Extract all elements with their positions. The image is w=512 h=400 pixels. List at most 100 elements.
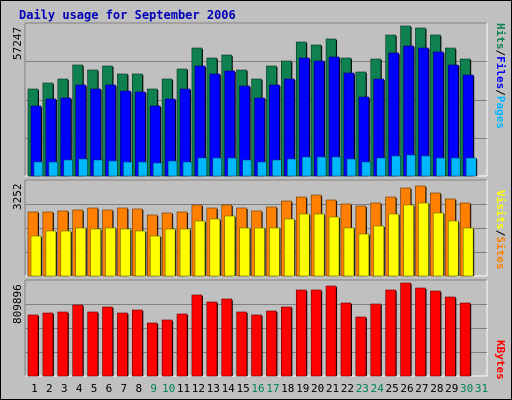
- bar-sites-13: [209, 218, 221, 277]
- bar-sites-8: [135, 230, 146, 277]
- chart-title: Daily usage for September 2006: [19, 8, 236, 22]
- bar-kbytes-27: [415, 287, 426, 377]
- day-label-9: 9: [150, 382, 157, 395]
- bar-sites-25: [388, 213, 399, 277]
- day-label-25: 25: [385, 382, 399, 395]
- legend-entry-hits: Hits: [494, 23, 507, 50]
- bar-kbytes-16: [251, 314, 262, 377]
- bar-pages-3: [63, 159, 75, 177]
- day-label-30: 30: [460, 382, 474, 395]
- bar-kbytes-19: [295, 289, 307, 377]
- bar-sites-20: [313, 213, 325, 277]
- bar-kbytes-18: [281, 306, 292, 377]
- bar-pages-9: [152, 162, 164, 177]
- bar-sites-6: [105, 227, 116, 277]
- bar-sites-2: [45, 230, 57, 277]
- bar-kbytes-17: [266, 310, 277, 377]
- legend-entry-files: Files: [494, 56, 507, 90]
- bar-kbytes-22: [340, 302, 352, 377]
- bar-sites-22: [343, 227, 355, 277]
- bar-sites-12: [194, 220, 206, 277]
- legend-pages_files_hits: Hits/Files/Pages: [494, 23, 507, 129]
- day-label-19: 19: [296, 382, 310, 395]
- day-label-18: 18: [281, 382, 295, 395]
- bar-sites-4: [75, 227, 87, 277]
- bar-kbytes-24: [370, 303, 382, 377]
- day-label-11: 11: [176, 382, 191, 395]
- bar-kbytes-25: [385, 289, 396, 377]
- day-label-27: 27: [415, 382, 429, 395]
- bar-pages-17: [272, 159, 283, 177]
- day-label-1: 1: [31, 382, 38, 395]
- day-label-17: 17: [266, 382, 280, 395]
- day-label-7: 7: [120, 382, 128, 395]
- ymax-label-sites_visits: 3252: [11, 183, 24, 211]
- bar-pages-15: [242, 159, 253, 177]
- bar-kbytes-3: [57, 311, 69, 377]
- bar-kbytes-10: [161, 319, 173, 377]
- bar-pages-22: [346, 158, 358, 177]
- bar-pages-21: [331, 156, 343, 177]
- bar-sites-7: [120, 228, 131, 277]
- bar-sites-15: [239, 227, 250, 277]
- legend-entry-sites: Sites: [494, 236, 507, 270]
- day-label-10: 10: [161, 382, 176, 395]
- bar-sites-1: [30, 235, 42, 277]
- bar-sites-19: [298, 213, 310, 277]
- bar-pages-13: [212, 157, 224, 177]
- bar-pages-19: [301, 156, 313, 177]
- bar-pages-7: [123, 161, 134, 177]
- bar-kbytes-15: [236, 311, 247, 377]
- bar-pages-12: [197, 157, 209, 177]
- bar-kbytes-23: [355, 316, 367, 377]
- bar-sites-30: [462, 227, 474, 277]
- bar-pages-5: [93, 159, 104, 177]
- bar-kbytes-28: [430, 290, 441, 377]
- bar-pages-18: [287, 158, 298, 177]
- legend-entry-pages: Pages: [494, 95, 507, 129]
- bar-files-28: [433, 51, 444, 177]
- bar-kbytes-20: [310, 289, 322, 377]
- bar-sites-28: [433, 212, 444, 277]
- legend-entry-kbytes: KBytes: [494, 340, 507, 380]
- bar-kbytes-2: [42, 312, 54, 377]
- bar-sites-9: [149, 235, 161, 277]
- bar-kbytes-26: [400, 282, 411, 377]
- day-label-22: 22: [340, 382, 355, 395]
- bar-kbytes-4: [72, 304, 84, 377]
- bar-kbytes-11: [176, 313, 188, 377]
- bar-pages-10: [167, 160, 179, 177]
- day-label-31: 31: [474, 382, 489, 395]
- day-label-14: 14: [221, 382, 235, 395]
- bar-kbytes-21: [325, 285, 337, 377]
- bar-kbytes-8: [132, 309, 143, 377]
- bar-sites-3: [60, 230, 72, 277]
- day-label-26: 26: [400, 382, 414, 395]
- bar-kbytes-7: [117, 312, 128, 377]
- bar-sites-17: [269, 227, 280, 277]
- bar-sites-10: [164, 228, 176, 277]
- bar-kbytes-30: [459, 302, 471, 377]
- bar-sites-16: [254, 227, 265, 277]
- bar-sites-5: [90, 228, 101, 277]
- bar-kbytes-5: [87, 311, 98, 377]
- bar-kbytes-13: [206, 301, 218, 377]
- day-label-21: 21: [325, 382, 340, 395]
- bar-pages-11: [182, 161, 194, 177]
- bar-sites-27: [418, 202, 429, 277]
- bar-sites-14: [224, 215, 236, 277]
- day-label-20: 20: [310, 382, 325, 395]
- bar-pages-27: [421, 155, 432, 177]
- bar-sites-29: [447, 220, 459, 277]
- bar-kbytes-1: [27, 314, 39, 377]
- bar-kbytes-14: [221, 298, 233, 377]
- bar-pages-8: [138, 161, 149, 177]
- bar-pages-16: [257, 161, 268, 177]
- bar-sites-24: [373, 225, 385, 277]
- day-label-8: 8: [135, 382, 143, 395]
- bar-sites-11: [179, 228, 191, 277]
- day-label-15: 15: [236, 382, 250, 395]
- bar-pages-29: [450, 157, 462, 177]
- bar-kbytes-12: [191, 294, 203, 377]
- day-label-23: 23: [355, 382, 369, 395]
